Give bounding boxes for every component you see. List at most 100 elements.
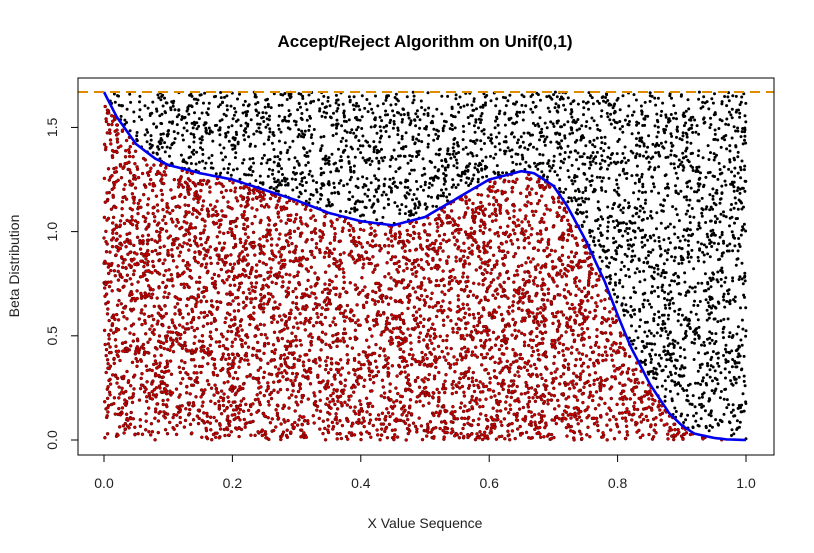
accepted-point [479,352,484,357]
accepted-point [437,395,441,400]
rejected-point [538,116,542,120]
accepted-point [479,193,484,197]
accepted-point [323,282,327,286]
rejected-point [595,123,599,127]
rejected-point [685,140,689,144]
accepted-point [422,338,426,342]
accepted-point [462,241,466,246]
accepted-point [208,190,212,194]
accepted-point [571,371,576,376]
rejected-point [455,166,459,170]
rejected-point [740,95,744,99]
rejected-point [526,131,530,135]
rejected-point [611,207,615,210]
accepted-point [531,279,536,283]
accepted-point [165,295,170,300]
rejected-point [707,304,711,308]
rejected-point [215,123,219,127]
accepted-point [235,376,240,381]
accepted-point [222,241,227,245]
rejected-point [668,241,672,245]
accepted-point [425,422,430,427]
accepted-point [406,410,411,415]
accepted-point [594,390,599,394]
accepted-point [482,329,486,333]
rejected-point [617,205,621,209]
accepted-point [276,390,280,394]
rejected-point [231,117,235,121]
accepted-point [537,358,542,362]
accepted-point [293,217,298,221]
rejected-point [650,285,654,288]
rejected-point [711,228,715,232]
rejected-point [490,141,494,145]
accepted-point [393,428,397,432]
rejected-point [601,217,605,221]
rejected-point [361,156,365,160]
accepted-point [298,414,302,418]
accepted-point [525,362,530,366]
rejected-point [686,98,690,102]
accepted-point [146,233,151,237]
rejected-point [532,145,535,149]
rejected-point [720,230,724,234]
rejected-point [475,154,479,158]
accepted-point [228,283,233,288]
rejected-point [555,173,559,177]
accepted-point [567,222,571,227]
accepted-point [511,300,516,304]
accepted-point [142,312,147,316]
rejected-point [705,383,709,387]
accepted-point [356,253,361,257]
rejected-point [250,173,253,177]
accepted-point [371,380,376,385]
rejected-point [637,258,641,262]
accepted-point [296,326,300,330]
accepted-point [373,359,378,363]
accepted-point [353,260,357,265]
rejected-point [431,114,435,118]
rejected-point [682,228,686,232]
rejected-point [609,161,613,165]
accepted-point [511,347,515,352]
accepted-point [431,322,435,326]
rejected-point [689,141,693,145]
rejected-point [723,138,727,142]
rejected-point [715,217,719,221]
accepted-point [545,207,549,211]
accepted-point [104,370,108,375]
rejected-point [384,193,388,197]
accepted-point [278,387,283,392]
rejected-point [662,198,666,202]
accepted-point [370,239,375,243]
accepted-point [136,201,141,206]
rejected-point [719,284,723,288]
accepted-point [238,237,243,242]
accepted-point [501,387,505,392]
rejected-point [555,140,559,144]
accepted-point [471,281,476,286]
accepted-point [335,437,339,441]
accepted-point [258,194,262,199]
rejected-point [668,94,672,98]
rejected-point [739,338,743,342]
rejected-point [335,118,339,122]
accepted-point [129,298,133,303]
accepted-point [561,353,566,358]
rejected-point [655,211,659,215]
accepted-point [518,208,522,212]
rejected-point [395,204,399,208]
accepted-point [282,357,287,361]
rejected-point [545,135,549,139]
rejected-point [236,97,239,101]
accepted-point [500,423,504,428]
rejected-point [224,132,228,135]
accepted-point [140,371,144,376]
rejected-point [668,370,672,374]
accepted-point [520,308,524,313]
accepted-point [186,372,190,377]
rejected-point [656,286,660,289]
rejected-point [189,162,193,165]
rejected-point [702,260,706,264]
accepted-point [502,180,506,184]
